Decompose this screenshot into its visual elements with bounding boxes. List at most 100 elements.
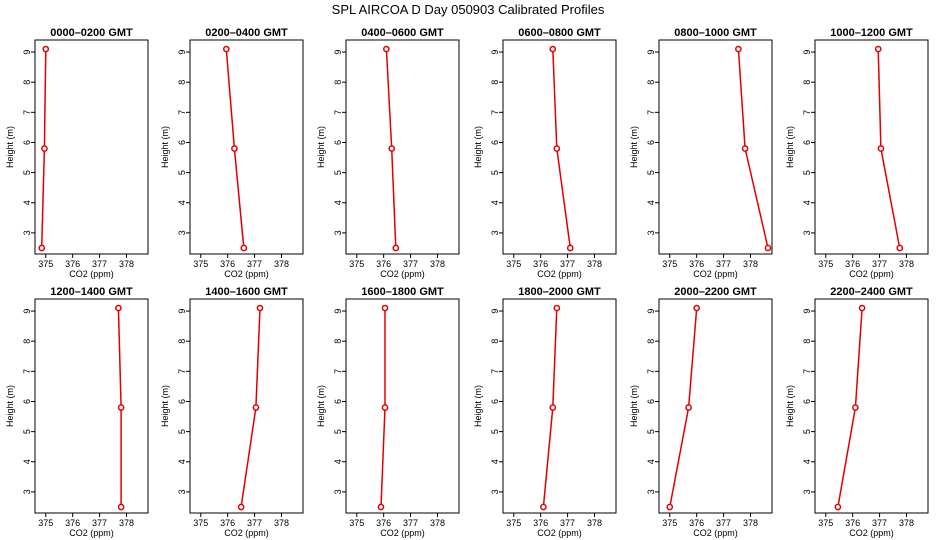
data-point xyxy=(741,145,749,152)
y-tick-label: 6 xyxy=(333,140,343,145)
x-axis-label: CO2 (ppm) xyxy=(224,269,269,279)
x-tick-label: 377 xyxy=(247,518,262,528)
data-point xyxy=(117,404,125,411)
x-tick-label: 375 xyxy=(193,518,208,528)
y-tick-label: 3 xyxy=(177,489,187,494)
x-tick-label: 378 xyxy=(274,518,289,528)
panel-title: 0200–0400 GMT xyxy=(205,27,288,39)
y-axis-label: Height (m) xyxy=(160,385,170,427)
data-point xyxy=(240,244,248,252)
y-tick-label: 4 xyxy=(177,459,187,464)
y-tick-label: 5 xyxy=(177,429,187,434)
data-point xyxy=(549,404,557,411)
panel-frame xyxy=(814,298,929,514)
data-point xyxy=(666,503,674,511)
panel-frame xyxy=(658,39,773,255)
panel-title: 0800–1000 GMT xyxy=(674,27,757,39)
y-tick-label: 5 xyxy=(177,170,187,175)
y-tick-label: 5 xyxy=(490,429,500,434)
y-tick-label: 7 xyxy=(22,110,32,115)
x-tick-label: 375 xyxy=(349,518,364,528)
y-tick-label: 9 xyxy=(802,309,812,314)
panel-title: 1800–2000 GMT xyxy=(518,286,601,298)
y-axis-label: Height (m) xyxy=(785,385,795,427)
y-tick-label: 7 xyxy=(646,369,656,374)
x-tick-label: 375 xyxy=(818,259,833,269)
x-tick-label: 378 xyxy=(743,518,758,528)
x-axis-label: CO2 (ppm) xyxy=(849,269,894,279)
data-point xyxy=(392,244,400,252)
y-tick-label: 4 xyxy=(646,200,656,205)
y-tick-label: 8 xyxy=(177,80,187,85)
y-tick-label: 7 xyxy=(646,110,656,115)
panel-title: 1200–1400 GMT xyxy=(50,286,133,298)
panel-frame xyxy=(345,39,460,255)
y-tick-label: 8 xyxy=(802,339,812,344)
x-tick-label: 378 xyxy=(274,259,289,269)
y-tick-label: 7 xyxy=(177,110,187,115)
panel-9: 1600–1800 GMT 375 376 377 378 3 4 5 6 7 8 9 CO2 (ppm… xyxy=(316,286,460,538)
data-point xyxy=(117,503,125,511)
y-tick-label: 9 xyxy=(177,309,187,314)
y-tick-label: 6 xyxy=(333,399,343,404)
y-tick-label: 6 xyxy=(177,399,187,404)
data-point xyxy=(252,404,260,411)
data-point xyxy=(381,404,389,411)
panel-frame xyxy=(345,298,460,514)
profile-line xyxy=(669,307,698,508)
panel-7: 1200–1400 GMT 375 376 377 378 3 4 5 6 7 8 9 CO2 (ppm… xyxy=(5,286,149,538)
data-point xyxy=(858,304,866,312)
panel-10: 1800–2000 GMT 375 376 377 378 3 4 5 6 7 8 9 CO2 (ppm… xyxy=(473,286,617,538)
x-tick-label: 378 xyxy=(587,259,602,269)
y-tick-label: 6 xyxy=(490,140,500,145)
data-point xyxy=(549,45,557,53)
data-point xyxy=(388,145,396,152)
y-tick-label: 5 xyxy=(490,170,500,175)
data-point xyxy=(735,45,742,53)
y-axis-label: Height (m) xyxy=(160,126,170,168)
x-tick-label: 378 xyxy=(587,518,602,528)
data-point xyxy=(553,145,561,152)
panel-5: 0800–1000 GMT 375 376 377 378 3 4 5 6 7 8 9 CO2 (ppm… xyxy=(629,27,773,279)
y-tick-label: 9 xyxy=(490,50,500,55)
y-tick-label: 3 xyxy=(802,489,812,494)
y-tick-label: 3 xyxy=(802,230,812,235)
y-tick-label: 9 xyxy=(802,50,812,55)
y-tick-label: 4 xyxy=(802,200,812,205)
y-tick-label: 3 xyxy=(22,489,32,494)
panel-3: 0400–0600 GMT 375 376 377 378 3 4 5 6 7 8 9 CO2 (ppm… xyxy=(316,27,460,279)
x-tick-label: 375 xyxy=(818,518,833,528)
y-axis-label: Height (m) xyxy=(473,126,483,168)
y-tick-label: 6 xyxy=(802,399,812,404)
y-tick-label: 4 xyxy=(490,459,500,464)
y-axis-label: Height (m) xyxy=(316,385,326,427)
y-tick-label: 4 xyxy=(177,200,187,205)
panel-frame xyxy=(502,298,617,514)
y-axis-label: Height (m) xyxy=(785,126,795,168)
data-point xyxy=(41,145,48,152)
data-point xyxy=(896,244,904,252)
data-point xyxy=(764,244,772,252)
x-tick-label: 375 xyxy=(38,259,53,269)
x-tick-label: 375 xyxy=(506,518,521,528)
x-tick-label: 375 xyxy=(662,259,677,269)
y-tick-label: 7 xyxy=(802,369,812,374)
y-tick-label: 9 xyxy=(646,309,656,314)
panel-2: 0200–0400 GMT 375 376 377 378 3 4 5 6 7 8 9 CO2 (ppm… xyxy=(160,27,304,279)
data-point xyxy=(237,503,245,511)
x-tick-label: 375 xyxy=(506,259,521,269)
panel-title: 0000–0200 GMT xyxy=(50,27,133,39)
data-point xyxy=(566,244,574,252)
x-axis-label: CO2 (ppm) xyxy=(849,528,894,538)
x-axis-label: CO2 (ppm) xyxy=(224,528,269,538)
y-tick-label: 4 xyxy=(333,200,343,205)
x-tick-label: 376 xyxy=(689,518,704,528)
y-axis-label: Height (m) xyxy=(5,385,15,427)
x-axis-label: CO2 (ppm) xyxy=(69,528,114,538)
data-point xyxy=(834,503,842,511)
panel-title: 2200–2400 GMT xyxy=(830,286,913,298)
y-tick-label: 5 xyxy=(333,170,343,175)
x-tick-label: 378 xyxy=(430,259,445,269)
